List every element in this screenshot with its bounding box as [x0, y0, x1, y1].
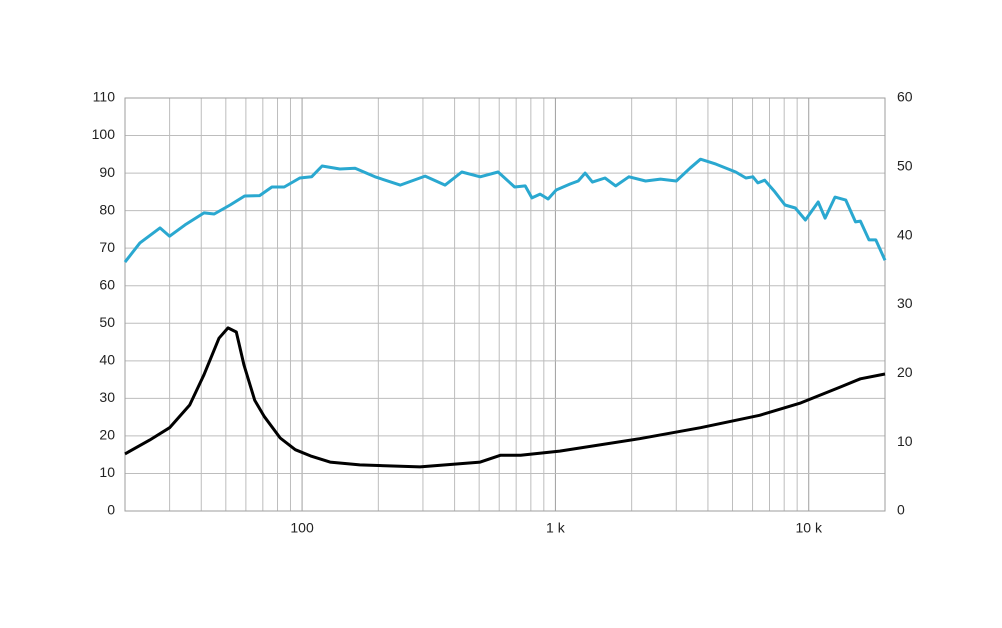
series-line: [123, 157, 887, 264]
y2-tick-label: 10: [897, 433, 913, 449]
y-tick-label: 80: [99, 201, 115, 217]
x-tick-label: 1 k: [546, 520, 566, 536]
y-tick-label: 40: [99, 352, 115, 368]
y2-tick-label: 20: [897, 364, 913, 380]
series-line: [124, 326, 886, 469]
y-tick-label: 20: [99, 427, 115, 443]
y2-tick-label: 60: [897, 89, 913, 105]
y2-tick-label: 30: [897, 295, 913, 311]
x-tick-label: 10 k: [796, 520, 823, 536]
y2-tick-label: 50: [897, 158, 913, 174]
y2-tick-label: 0: [897, 502, 905, 518]
y-tick-label: 30: [99, 389, 115, 405]
y-tick-label: 70: [99, 239, 115, 255]
y-tick-label: 60: [99, 276, 115, 292]
y-tick-label: 50: [99, 314, 115, 330]
y-tick-label: 90: [99, 164, 115, 180]
plot-frame: [124, 97, 886, 512]
y2-tick-label: 40: [897, 226, 913, 242]
y-tick-label: 0: [107, 502, 115, 518]
y-tick-label: 100: [92, 126, 116, 142]
y-tick-label: 10: [99, 464, 115, 480]
x-tick-label: 100: [290, 520, 314, 536]
y-tick-label: 110: [93, 89, 116, 105]
